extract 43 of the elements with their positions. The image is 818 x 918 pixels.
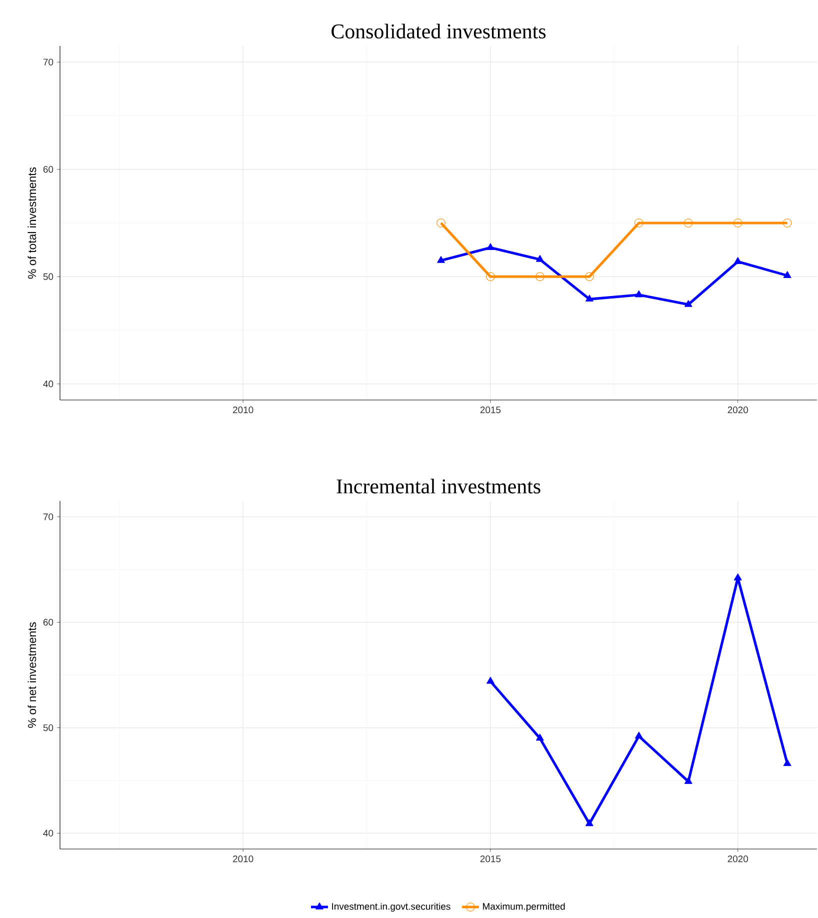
legend-label: Investment.in.govt.securities	[332, 902, 450, 912]
y-axis-title: % of total investments	[28, 167, 36, 279]
point	[535, 272, 544, 282]
point	[486, 272, 495, 282]
point	[486, 676, 494, 684]
point	[585, 819, 594, 826]
point	[733, 218, 742, 228]
point	[634, 218, 644, 228]
y-tick-label: 40	[43, 380, 54, 388]
y-tick-label: 50	[43, 724, 54, 732]
y-tick-label: 60	[43, 618, 54, 626]
point	[536, 734, 544, 741]
x-tick-label: 2015	[480, 856, 501, 862]
point	[585, 294, 594, 302]
point	[436, 218, 446, 228]
point	[734, 257, 742, 264]
y-tick-label: 50	[43, 273, 54, 280]
point	[634, 732, 643, 739]
point	[783, 271, 792, 278]
x-tick-label: 2015	[480, 406, 501, 414]
point	[684, 777, 692, 784]
y-axis-title: % of net investments	[28, 622, 36, 728]
x-tick-label: 2020	[728, 406, 748, 414]
y-tick-label: 70	[43, 58, 54, 66]
point	[684, 300, 692, 307]
y-tick-label: 60	[43, 166, 54, 173]
y-tick-label: 40	[43, 830, 54, 837]
point	[536, 254, 544, 262]
point	[437, 256, 445, 263]
point	[584, 272, 594, 282]
point	[782, 218, 792, 228]
point	[486, 243, 494, 250]
point	[734, 573, 742, 580]
point	[783, 759, 792, 766]
y-tick-label: 70	[43, 513, 54, 520]
x-tick-label: 2020	[728, 856, 748, 862]
point	[634, 290, 643, 298]
chart-title: Incremental investments	[336, 478, 540, 494]
legend-label: Maximum.permitted	[483, 902, 565, 912]
chart-title: Consolidated investments	[332, 24, 546, 38]
x-tick-label: 2010	[233, 406, 254, 414]
point	[684, 218, 693, 228]
x-tick-label: 2010	[233, 856, 254, 862]
